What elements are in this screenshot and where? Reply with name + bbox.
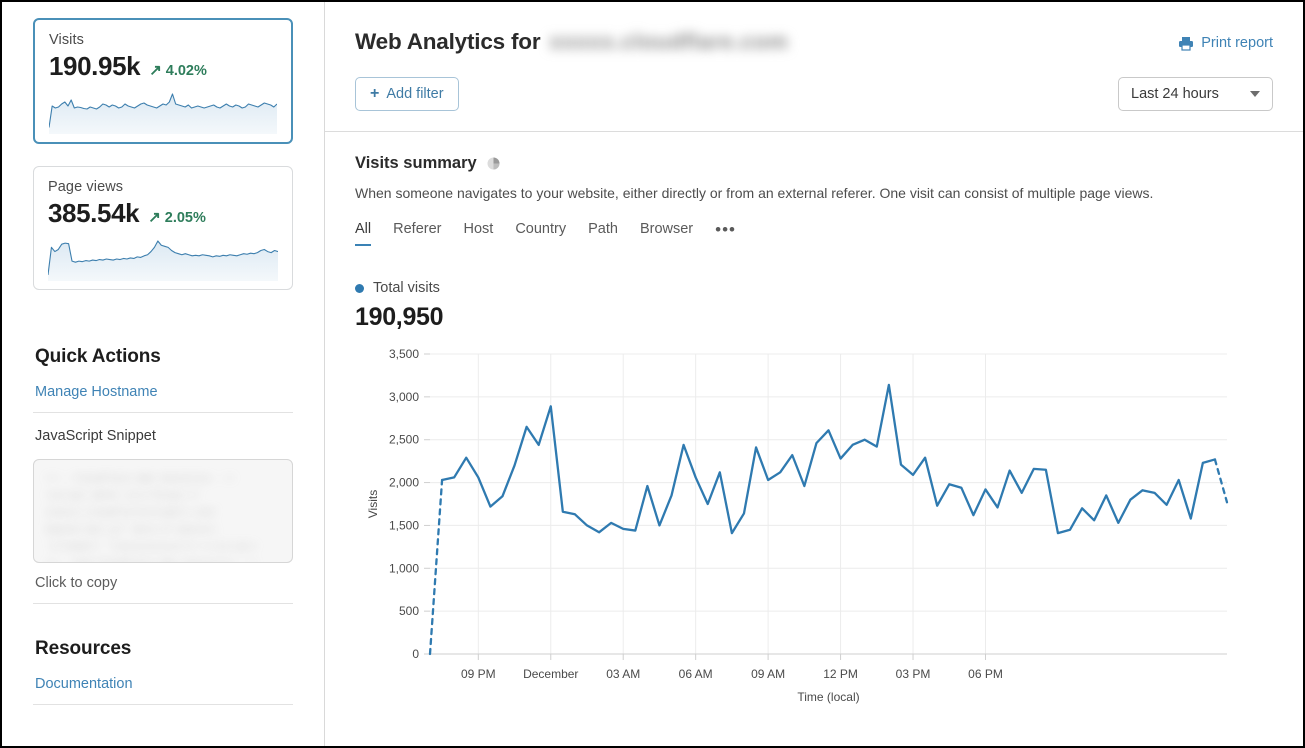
legend-label-total-visits: Total visits xyxy=(373,280,440,296)
y-axis-tick-label: 1,500 xyxy=(389,518,419,532)
page-title-prefix: Web Analytics for xyxy=(355,29,541,54)
pie-chart-icon xyxy=(487,157,500,170)
javascript-snippet-box[interactable]: <!-- Cloudflare Web Analytics --> <scrip… xyxy=(33,459,293,563)
y-axis-tick-label: 1,000 xyxy=(389,561,419,575)
y-axis-tick-label: 2,500 xyxy=(389,433,419,447)
x-axis-tick-label: 03 AM xyxy=(606,667,640,681)
tab-host[interactable]: Host xyxy=(463,221,494,237)
x-axis-title: Time (local) xyxy=(797,690,859,704)
chart-line-trailing-dashed xyxy=(1213,458,1229,504)
time-range-select[interactable]: Last 24 hours xyxy=(1118,77,1273,111)
stat-card-page-views-delta: ↗ 2.05% xyxy=(148,210,206,226)
main-panel: Web Analytics for xxxxx.cloudflare.com P… xyxy=(325,2,1303,746)
visits-chart[interactable]: 0 500 1,000 1,500 2,000 2,500 3,000 3,500 09 PM D… xyxy=(355,344,1273,709)
legend-dot-total-visits xyxy=(355,283,364,293)
y-axis-tick-label: 2,000 xyxy=(389,476,419,490)
resources-heading: Resources xyxy=(35,638,132,659)
visits-summary-description: When someone navigates to your website, … xyxy=(355,185,1154,201)
javascript-snippet-label: JavaScript Snippet xyxy=(35,428,156,444)
chart-legend: Total visits xyxy=(355,280,1273,296)
manage-hostname-link[interactable]: Manage Hostname xyxy=(33,382,293,413)
tab-referer[interactable]: Referer xyxy=(393,221,442,237)
stat-card-visits-value: 190.95k xyxy=(49,51,141,81)
javascript-snippet-text: <!-- Cloudflare Web Analytics --> <scrip… xyxy=(46,473,257,562)
y-axis-title: Visits xyxy=(366,490,380,518)
tabs-overflow-button[interactable]: ••• xyxy=(715,220,736,239)
printer-icon xyxy=(1179,36,1194,51)
sparkline-visits xyxy=(49,88,277,134)
sidebar: Visits 190.95k ↗ 4.02% Page views 385.54… xyxy=(2,2,325,746)
stat-card-visits[interactable]: Visits 190.95k ↗ 4.02% xyxy=(33,18,293,144)
page-title: Web Analytics for xxxxx.cloudflare.com xyxy=(355,29,788,55)
summary-tabs: All Referer Host Country Path Browser ••… xyxy=(355,220,1273,246)
stat-card-visits-delta: ↗ 4.02% xyxy=(149,63,207,79)
time-range-value: Last 24 hours xyxy=(1131,86,1219,102)
x-axis-tick-label: 12 PM xyxy=(823,667,858,681)
plus-icon: + xyxy=(370,85,380,102)
tab-all[interactable]: All xyxy=(355,221,372,246)
visits-summary-title: Visits summary xyxy=(355,154,477,172)
y-axis-tick-label: 0 xyxy=(412,647,419,661)
stat-card-page-views-value: 385.54k xyxy=(48,198,140,228)
chevron-down-icon xyxy=(1250,91,1260,97)
quick-actions-heading: Quick Actions xyxy=(35,346,161,367)
y-axis-tick-label: 3,500 xyxy=(389,347,419,361)
y-axis-tick-label: 3,000 xyxy=(389,390,419,404)
documentation-link[interactable]: Documentation xyxy=(33,674,293,705)
x-axis-tick-label: 06 PM xyxy=(968,667,1003,681)
page-title-hostname-redacted: xxxxx.cloudflare.com xyxy=(549,29,789,54)
x-axis-tick-label: 09 AM xyxy=(751,667,785,681)
tab-country[interactable]: Country xyxy=(515,221,567,237)
x-axis-tick-label: December xyxy=(523,667,578,681)
trend-up-icon: ↗ xyxy=(149,62,162,79)
sparkline-page-views xyxy=(48,235,278,281)
add-filter-button[interactable]: + Add filter xyxy=(355,77,459,111)
visits-line-chart-svg: 0 500 1,000 1,500 2,000 2,500 3,000 3,500 09 PM D… xyxy=(366,347,1229,704)
print-report-label: Print report xyxy=(1201,35,1273,51)
trend-up-icon: ↗ xyxy=(148,209,161,226)
tab-path[interactable]: Path xyxy=(588,221,618,237)
chart-line-solid xyxy=(440,383,1217,535)
visits-summary-heading: Visits summary xyxy=(355,154,1273,173)
stat-card-visits-label: Visits xyxy=(49,32,84,48)
add-filter-label: Add filter xyxy=(386,86,444,102)
stat-card-page-views[interactable]: Page views 385.54k ↗ 2.05% xyxy=(33,166,293,290)
x-axis-tick-label: 06 AM xyxy=(679,667,713,681)
y-axis-tick-label: 500 xyxy=(399,604,419,618)
click-to-copy-hint: Click to copy xyxy=(33,563,293,604)
print-report-link[interactable]: Print report xyxy=(1178,35,1273,51)
chart-line-leading-dashed xyxy=(428,478,444,656)
visits-summary-section: Visits summary When someone navigates to… xyxy=(325,132,1303,709)
x-axis-tick-label: 03 PM xyxy=(896,667,931,681)
total-visits-value: 190,950 xyxy=(355,303,444,331)
page-header: Web Analytics for xxxxx.cloudflare.com P… xyxy=(325,2,1303,132)
stat-card-page-views-delta-value: 2.05% xyxy=(164,209,206,226)
stat-card-visits-delta-value: 4.02% xyxy=(165,62,207,79)
tab-browser[interactable]: Browser xyxy=(639,221,694,237)
x-axis-tick-label: 09 PM xyxy=(461,667,496,681)
stat-card-page-views-label: Page views xyxy=(48,179,124,195)
